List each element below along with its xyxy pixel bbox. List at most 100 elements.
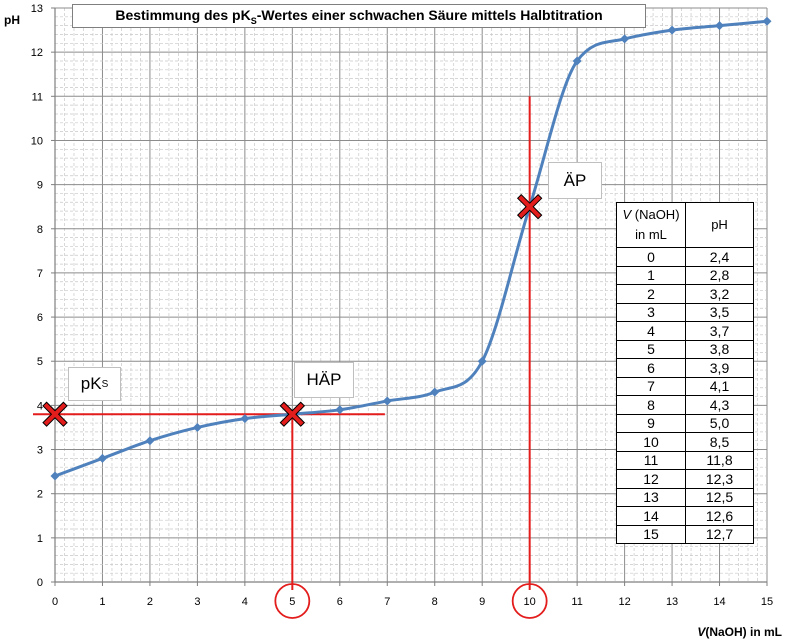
table-header-volume-rest: (NaOH): [631, 207, 680, 222]
x-axis-label-rest: (NaOH) in mL: [705, 625, 782, 639]
data-point: [335, 405, 345, 415]
table-header-row: V (NaOH) in mL pH: [616, 202, 754, 248]
table-row: 2 3,2: [616, 284, 754, 304]
data-point: [192, 422, 202, 432]
title-subscript: S: [250, 15, 257, 26]
table-cell-ph: 5,0: [685, 413, 754, 433]
table-cell-ph: 12,7: [685, 524, 754, 544]
haep-label-text: HÄP: [306, 370, 342, 389]
x-tick-label: 11: [571, 596, 582, 608]
table-header-ph: pH: [685, 202, 754, 248]
table-cell-volume: 11: [616, 450, 686, 470]
table-row: 3 3,5: [616, 302, 754, 322]
y-tick-label: 7: [37, 268, 43, 280]
table-header-volume: V (NaOH) in mL: [616, 202, 686, 248]
x-tick-label: 4: [242, 596, 248, 608]
x-tick-label: 15: [761, 596, 773, 608]
table-row: 0 2,4: [616, 247, 754, 267]
table-row: 6 3,9: [616, 358, 754, 378]
x-tick-label: 9: [479, 596, 485, 608]
table-cell-volume: 3: [616, 302, 686, 322]
table-row: 5 3,8: [616, 339, 754, 359]
x-tick-label: 0: [52, 596, 58, 608]
data-point: [50, 471, 60, 481]
data-point: [572, 56, 582, 66]
x-tick-label: 14: [713, 596, 725, 608]
table-cell-ph: 3,8: [685, 339, 754, 359]
annotation-markers: [42, 193, 543, 427]
data-point: [762, 16, 772, 26]
y-tick-label: 8: [37, 224, 43, 236]
pks-marker: [42, 401, 68, 427]
circled-x-tick: [274, 583, 311, 619]
chart-title: Bestimmung des pKS-Wertes einer schwache…: [72, 4, 646, 28]
data-point: [430, 387, 440, 397]
chart-title-text: Bestimmung des pKS-Wertes einer schwache…: [115, 7, 602, 26]
table-cell-ph: 3,5: [685, 302, 754, 322]
table-cell-volume: 12: [616, 469, 686, 489]
title-part-1: Bestimmung des pK: [115, 6, 251, 23]
table-cell-volume: 15: [616, 524, 686, 544]
y-tick-label: 10: [31, 135, 43, 147]
table-row: 15 12,7: [616, 524, 754, 544]
aep-label: ÄP: [548, 162, 602, 199]
haep-marker: [279, 401, 306, 427]
table-cell-volume: 10: [616, 432, 686, 452]
data-point: [97, 453, 107, 463]
table-row: 14 12,6: [616, 506, 754, 526]
table-cell-volume: 13: [616, 487, 686, 507]
pks-label-text: pK: [80, 374, 102, 393]
y-tick-label: 12: [31, 47, 43, 59]
table-header-volume-var: V: [622, 207, 632, 222]
data-point: [667, 25, 677, 35]
y-tick-label: 9: [37, 180, 43, 192]
table-cell-ph: 8,5: [685, 432, 754, 452]
table-cell-ph: 2,4: [685, 247, 754, 267]
table-cell-volume: 8: [616, 395, 686, 415]
table-row: 1 2,8: [616, 265, 754, 285]
table-header-volume-unit: in mL: [635, 227, 667, 242]
x-axis-label: V(NaOH) in mL: [697, 625, 782, 639]
x-tick-label: 6: [337, 596, 343, 608]
table-cell-ph: 3,2: [685, 284, 754, 304]
aep-label-text: ÄP: [563, 170, 587, 190]
table-cell-ph: 3,7: [685, 321, 754, 341]
circled-x-tick: [511, 583, 548, 619]
y-tick-label: 1: [37, 533, 43, 545]
y-tick-label: 13: [31, 3, 43, 15]
y-tick-label: 0: [37, 577, 43, 589]
y-tick-label: 11: [32, 91, 43, 103]
x-tick-label: 3: [194, 596, 200, 608]
data-point: [620, 34, 630, 44]
x-tick-label: 12: [618, 596, 630, 608]
y-tick-label: 5: [37, 356, 43, 368]
table-cell-volume: 7: [616, 376, 686, 396]
table-cell-volume: 6: [616, 358, 686, 378]
x-tick-label: 2: [147, 596, 153, 608]
x-axis-label-var: V: [697, 625, 706, 639]
table-row: 11 11,8: [616, 450, 754, 470]
table-cell-ph: 4,3: [685, 395, 754, 415]
table-cell-ph: 12,6: [685, 506, 754, 526]
data-table: V (NaOH) in mL pH 0 2,4 1 2,8 2 3,2 3 3,5 4 3,7 5 3,…: [616, 202, 754, 544]
y-tick-label: 3: [37, 445, 43, 457]
pks-label: pK S: [68, 367, 121, 401]
table-cell-volume: 2: [616, 284, 686, 304]
table-cell-ph: 12,3: [685, 469, 754, 489]
table-cell-volume: 5: [616, 339, 686, 359]
table-body: 0 2,4 1 2,8 2 3,2 3 3,5 4 3,7 5 3,8 6 3,9 7 4,1 8 4,3 9 5,0…: [616, 247, 754, 544]
table-cell-volume: 1: [616, 265, 686, 285]
aep-marker: [516, 193, 543, 220]
table-cell-volume: 0: [616, 247, 686, 267]
table-cell-ph: 2,8: [685, 265, 754, 285]
x-tick-label: 7: [384, 596, 390, 608]
title-part-2: -Wertes einer schwachen Säure mittels Ha…: [256, 6, 603, 23]
data-point: [382, 396, 392, 406]
data-point: [715, 21, 725, 31]
data-point: [145, 436, 155, 446]
table-cell-ph: 4,1: [685, 376, 754, 396]
table-cell-ph: 12,5: [685, 487, 754, 507]
y-tick-label: 4: [37, 400, 43, 412]
x-tick-label: 10: [524, 596, 536, 608]
